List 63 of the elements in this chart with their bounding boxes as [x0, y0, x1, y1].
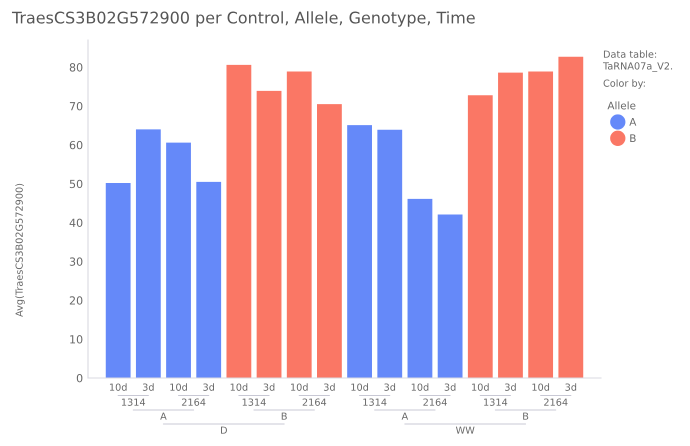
legend-title: Allele	[607, 101, 636, 110]
y-tick-label: 20	[70, 296, 82, 305]
bar	[165, 142, 192, 378]
x-tick-label: 10d	[230, 383, 248, 391]
bar	[406, 198, 434, 378]
text: WW	[456, 426, 474, 434]
bar	[286, 70, 312, 378]
text: A	[160, 412, 167, 420]
y-tick-label: 0	[76, 374, 82, 382]
x-tick-label: 3d	[203, 383, 214, 391]
bar	[195, 180, 222, 378]
bar	[376, 128, 404, 378]
text: TaRNA07a_V2.	[602, 62, 672, 72]
x-tick-label: 3d	[384, 383, 396, 391]
y-tick-label: 60	[70, 140, 82, 150]
bar	[104, 182, 132, 378]
y-tick-label: 40	[70, 218, 82, 227]
text: 2164	[544, 398, 568, 406]
text: D	[221, 426, 227, 434]
y-axis-title: Avg(TraesCS3B02G572900)	[15, 184, 25, 317]
x-tick-label: 3d	[444, 383, 456, 391]
text: 2164	[423, 398, 447, 406]
bar	[436, 214, 464, 378]
bar	[316, 103, 343, 378]
text: 1314	[484, 398, 508, 406]
text: A	[402, 412, 408, 420]
x-tick-label: 10d	[110, 383, 127, 391]
bar	[558, 56, 584, 378]
text: 2164	[302, 398, 326, 406]
chart-title: TraesCS3B02G572900 per Control, Allele, Genotype, Time	[12, 11, 475, 27]
bar	[256, 90, 282, 378]
x-tick-label: 10d	[472, 383, 489, 391]
bar	[497, 72, 524, 378]
y-tick-label: 10	[70, 335, 82, 344]
text: Color by:	[604, 79, 645, 89]
x-tick-label: 3d	[565, 383, 576, 391]
x-tick-label: 3d	[505, 383, 516, 391]
x-tick-label: 10d	[351, 383, 368, 391]
y-tick-label: 80	[70, 63, 82, 72]
legend-label: A	[629, 118, 636, 126]
x-tick-label: 10d	[412, 383, 428, 391]
text: 1314	[242, 398, 266, 406]
text: B	[282, 412, 287, 420]
x-tick-label: 3d	[142, 383, 154, 391]
bar	[226, 64, 252, 378]
x-tick-label: 3d	[324, 383, 335, 391]
text: 2164	[182, 398, 206, 406]
x-tick-label: 10d	[532, 383, 550, 391]
text: Data table:	[604, 50, 656, 58]
y-tick-label: 50	[70, 180, 82, 188]
bar	[527, 70, 554, 378]
bar	[135, 128, 162, 378]
x-tick-label: 10d	[291, 383, 308, 391]
y-tick-label: 70	[70, 102, 82, 110]
x-tick-label: 10d	[170, 383, 187, 391]
text: B	[523, 412, 528, 420]
text: 1314	[363, 398, 386, 406]
bar	[346, 124, 373, 378]
y-tick-label: 30	[70, 257, 82, 266]
x-tick-label: 3d	[264, 383, 274, 391]
bar	[467, 94, 494, 378]
text: 1314	[122, 398, 146, 406]
legend-label: B	[630, 134, 636, 142]
